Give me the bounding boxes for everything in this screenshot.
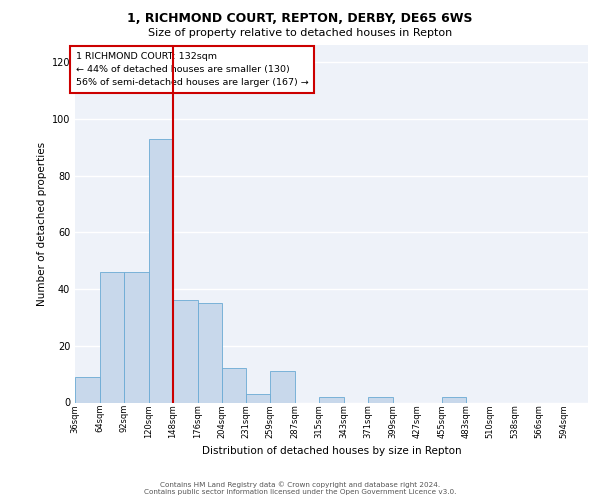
Bar (124, 272, 149, 402)
Text: 1, RICHMOND COURT, REPTON, DERBY, DE65 6WS: 1, RICHMOND COURT, REPTON, DERBY, DE65 6… (127, 12, 473, 26)
Text: Contains HM Land Registry data © Crown copyright and database right 2024.
Contai: Contains HM Land Registry data © Crown c… (144, 482, 456, 495)
Bar (197, 303, 222, 402)
Bar (173, 300, 197, 402)
Y-axis label: Number of detached properties: Number of detached properties (37, 142, 47, 306)
Bar (270, 372, 295, 402)
Bar (368, 397, 393, 402)
Bar (75, 377, 100, 402)
Bar (246, 394, 270, 402)
Bar (100, 272, 124, 402)
Text: 1 RICHMOND COURT: 132sqm
← 44% of detached houses are smaller (130)
56% of semi-: 1 RICHMOND COURT: 132sqm ← 44% of detach… (76, 52, 308, 88)
Bar (319, 397, 344, 402)
Bar (222, 368, 246, 402)
Text: Size of property relative to detached houses in Repton: Size of property relative to detached ho… (148, 28, 452, 38)
Bar (149, 138, 173, 402)
Bar (442, 397, 466, 402)
X-axis label: Distribution of detached houses by size in Repton: Distribution of detached houses by size … (202, 446, 461, 456)
